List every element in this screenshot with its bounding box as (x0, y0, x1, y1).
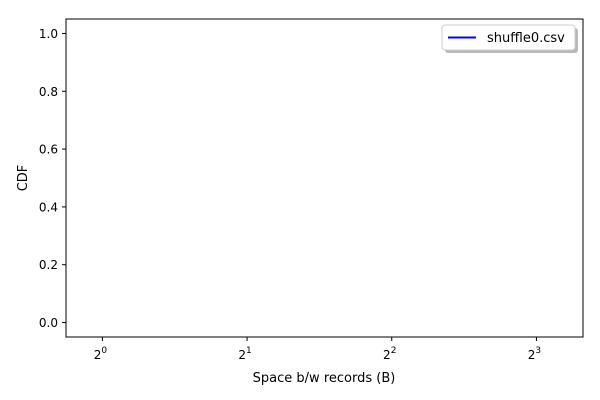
x-tick-exponent: 2 (391, 346, 397, 356)
y-tick-label: 0.2 (39, 258, 58, 272)
y-axis-label: CDF (16, 165, 31, 192)
x-axis-label: Space b/w records (B) (253, 371, 396, 386)
x-tick-label: 22 (383, 346, 396, 362)
x-tick-label: 23 (528, 346, 541, 362)
y-tick-label: 0.6 (39, 143, 58, 157)
legend[interactable]: shuffle0.csv (441, 24, 578, 53)
y-tick-label: 1.0 (39, 27, 58, 41)
y-tick-label: 0.8 (39, 85, 58, 99)
x-tick-base: 2 (528, 348, 536, 362)
x-tick-base: 2 (383, 348, 391, 362)
x-tick-label: 20 (94, 346, 108, 362)
legend-box (441, 24, 576, 51)
x-tick-label: 21 (238, 346, 251, 362)
plot-frame (65, 18, 584, 338)
x-tick-base: 2 (94, 348, 102, 362)
x-tick-exponent: 0 (101, 346, 107, 356)
legend-label: shuffle0.csv (487, 31, 565, 46)
axis-ticks: 20 21 22 230.00.20.40.60.81.0 (39, 27, 541, 362)
y-tick-label: 0.4 (39, 200, 58, 214)
x-tick-base: 2 (238, 348, 246, 362)
x-tick-exponent: 3 (535, 346, 541, 356)
x-tick-exponent: 1 (246, 346, 252, 356)
y-tick-label: 0.0 (39, 316, 58, 330)
